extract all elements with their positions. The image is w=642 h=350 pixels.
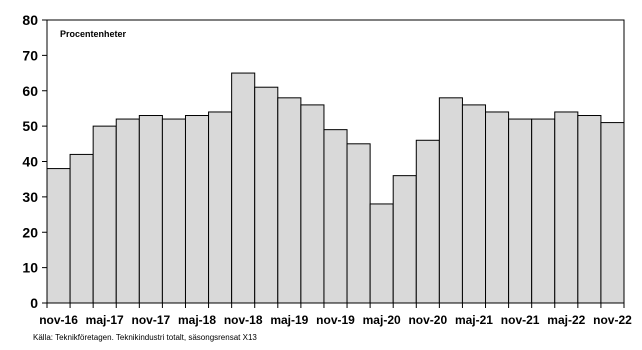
bar-feb-22 [531, 118, 556, 304]
bar-feb-17 [69, 153, 94, 304]
y-tick-label-20: 20 [22, 224, 38, 240]
bar-nov-17 [138, 115, 163, 304]
x-tick-label-maj-20: maj-20 [363, 313, 401, 327]
bar-feb-18 [161, 118, 186, 304]
x-tick-label-maj-22: maj-22 [547, 313, 585, 327]
bar-nov-21 [508, 118, 533, 304]
y-tick-label-70: 70 [22, 47, 38, 63]
y-tick-label-40: 40 [22, 154, 38, 170]
bar-aug-20 [392, 175, 417, 304]
bar-feb-21 [438, 97, 463, 304]
y-tick-label-50: 50 [22, 118, 38, 134]
bar-aug-17 [115, 118, 140, 304]
x-tick-label-nov-16: nov-16 [39, 313, 78, 327]
unit-label: Procentenheter [60, 29, 127, 39]
bar-aug-18 [208, 111, 233, 304]
x-tick-label-maj-18: maj-18 [178, 313, 216, 327]
bar-nov-16 [46, 168, 71, 304]
bar-nov-18 [231, 72, 256, 304]
bar-aug-22 [577, 115, 602, 304]
x-tick-label-nov-18: nov-18 [224, 313, 263, 327]
y-tick-label-0: 0 [30, 295, 38, 311]
x-tick-label-maj-19: maj-19 [270, 313, 308, 327]
x-tick-label-maj-17: maj-17 [86, 313, 124, 327]
bar-nov-20 [415, 139, 440, 304]
x-tick-label-nov-21: nov-21 [501, 313, 540, 327]
y-tick-label-60: 60 [22, 83, 38, 99]
x-tick-label-nov-20: nov-20 [408, 313, 447, 327]
bar-maj-22 [554, 111, 579, 304]
bar-maj-21 [461, 104, 487, 304]
bar-aug-21 [485, 111, 510, 304]
bar-maj-18 [184, 115, 210, 304]
bar-maj-20 [369, 203, 394, 304]
bar-feb-19 [254, 86, 279, 304]
y-tick-label-80: 80 [22, 12, 38, 28]
bar-feb-20 [346, 143, 371, 304]
bar-nov-22 [600, 122, 625, 304]
y-tick-label-30: 30 [22, 189, 38, 205]
y-tick-label-10: 10 [22, 260, 38, 276]
x-tick-label-maj-21: maj-21 [455, 313, 493, 327]
source-note: Källa: Teknikföretagen. Teknikindustri t… [33, 333, 257, 342]
bar-nov-19 [323, 129, 348, 304]
bar-maj-17 [92, 125, 117, 304]
x-tick-label-nov-17: nov-17 [132, 313, 171, 327]
x-tick-label-nov-19: nov-19 [316, 313, 355, 327]
bar-maj-19 [277, 97, 302, 304]
bar-aug-19 [300, 104, 325, 304]
x-tick-label-nov-22: nov-22 [593, 313, 632, 327]
